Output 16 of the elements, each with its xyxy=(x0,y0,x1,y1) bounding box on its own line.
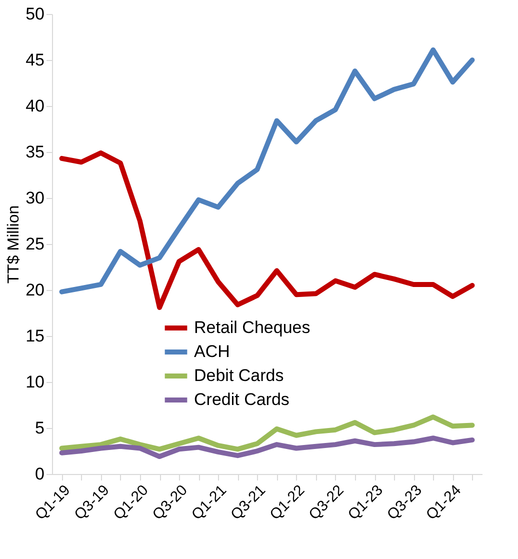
y-tick-label: 0 xyxy=(35,464,44,484)
legend-label: Credit Cards xyxy=(194,390,290,409)
y-tick-label: 15 xyxy=(26,326,44,346)
y-tick-label: 50 xyxy=(26,4,44,24)
y-tick-label: 25 xyxy=(26,234,44,254)
y-tick-label: 10 xyxy=(26,372,44,392)
y-tick-label: 45 xyxy=(26,50,44,70)
y-tick-label: 30 xyxy=(26,188,44,208)
legend-label: Retail Cheques xyxy=(194,318,310,337)
legend-label: ACH xyxy=(194,342,230,361)
y-tick-label: 35 xyxy=(26,142,44,162)
y-tick-label: 20 xyxy=(26,280,44,300)
y-tick-label: 40 xyxy=(26,96,44,116)
y-tick-label: 5 xyxy=(35,418,44,438)
y-axis-title: TT$ Million xyxy=(6,205,23,284)
legend-label: Debit Cards xyxy=(194,366,284,385)
